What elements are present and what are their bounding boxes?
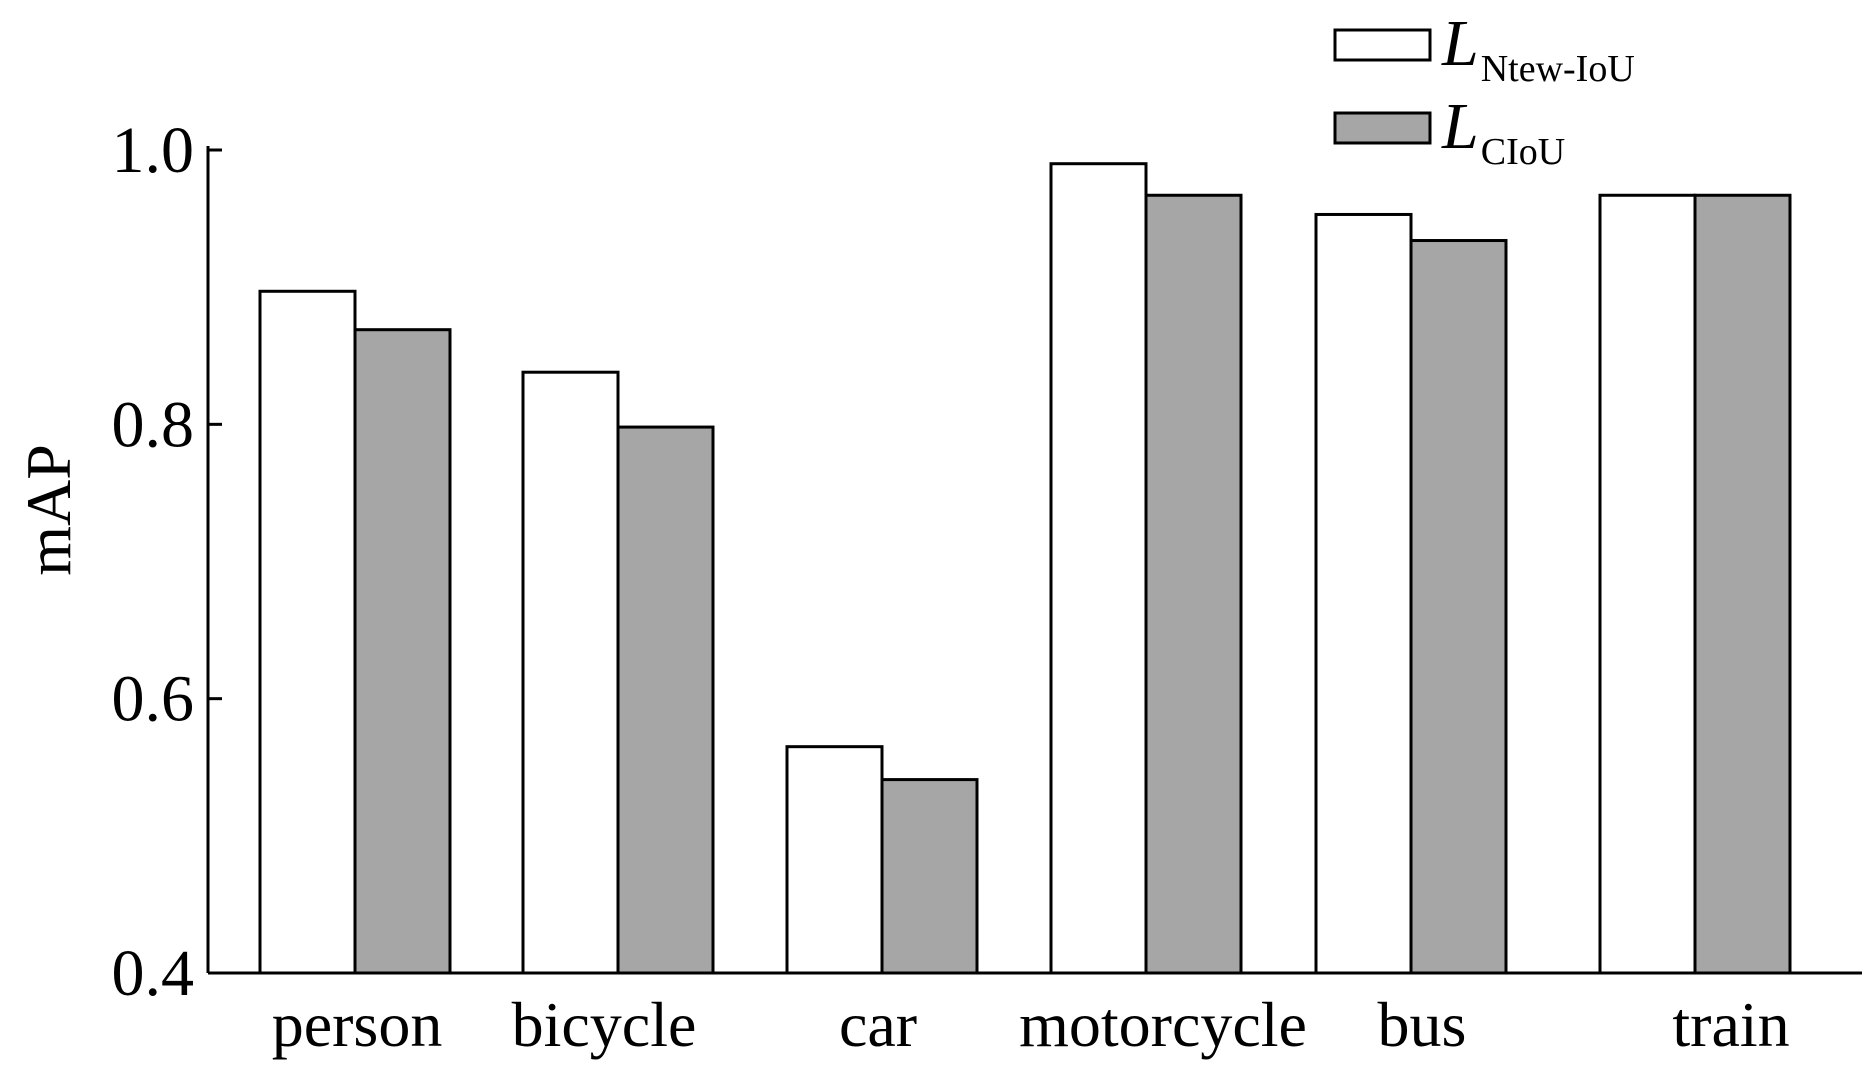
bar-train-series-2 [1693,193,1792,975]
bar-car-series-1 [785,745,884,975]
legend-label: LNtew-IoU [1441,7,1635,90]
x-tick-label: person [272,989,443,1060]
bar-motorcycle-series-2 [1144,193,1243,975]
x-tick-label: bus [1378,989,1467,1060]
bar-person-series-1 [258,289,357,975]
y-tick-label: 0.6 [112,663,195,736]
x-tick-label: bicycle [512,989,697,1060]
legend-swatch [1333,28,1432,62]
bar-train-series-1 [1598,193,1697,975]
y-tick-label: 1.0 [112,114,195,187]
bar-bus-series-1 [1314,212,1413,975]
y-axis-label: mAP [13,444,84,576]
bar-person-series-2 [353,328,452,975]
y-tick-label: 0.4 [112,937,195,1010]
legend-label: LCIoU [1441,90,1565,173]
bar-motorcycle-series-1 [1049,162,1148,975]
y-ticks-group: 0.4 0.6 0.8 1.0 [112,114,222,1010]
x-labels-group: person bicycle car motorcycle bus train [272,989,1790,1060]
legend-swatch [1333,111,1432,145]
bars-group [258,162,1792,975]
bar-bus-series-2 [1409,239,1508,975]
x-tick-label: car [839,989,917,1060]
x-tick-label: train [1672,989,1789,1060]
bar-bicycle-series-2 [616,425,715,975]
bar-car-series-2 [880,778,979,975]
y-tick-label: 0.8 [112,388,195,461]
bar-bicycle-series-1 [521,370,620,975]
x-tick-label: motorcycle [1019,989,1307,1060]
